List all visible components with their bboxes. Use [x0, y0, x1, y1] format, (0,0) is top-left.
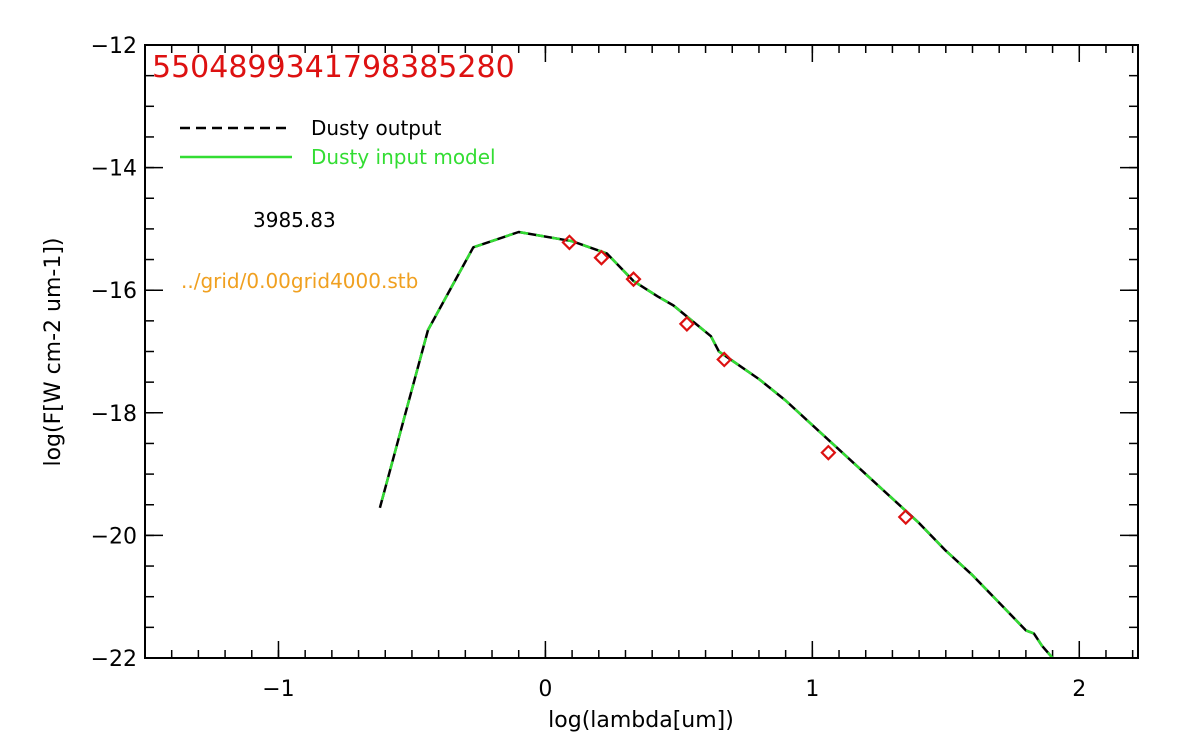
y-tick-label: −12: [91, 34, 137, 59]
y-tick-label: −14: [91, 157, 137, 182]
x-tick-label: 2: [1072, 677, 1086, 702]
series-layer: [378, 230, 1054, 659]
y-tick-label: −20: [91, 524, 137, 549]
dusty-input-model-line: [378, 230, 1054, 659]
y-tick-label: −18: [91, 402, 137, 427]
observed-point-marker: [593, 249, 610, 266]
chart-title: 5504899341798385280: [152, 50, 515, 85]
tick-labels: −1 0 1 2 −12 −14 −16 −18 −20 −22: [91, 34, 1087, 702]
y-tick-label: −16: [91, 279, 137, 304]
x-axis-label: log(lambda[um]): [548, 708, 734, 733]
temperature-annotation: 3985.83: [253, 208, 336, 232]
y-axis-label: log(F[W cm-2 um-1]): [41, 237, 66, 466]
grid-file-annotation: ../grid/0.00grid4000.stb: [181, 269, 418, 293]
legend-label-input: Dusty input model: [311, 145, 496, 169]
observed-point-marker: [820, 444, 837, 461]
x-tick-label: −1: [262, 677, 294, 702]
observed-point-marker: [561, 234, 578, 251]
observed-point-marker: [716, 351, 733, 368]
observed-point-marker: [678, 315, 695, 332]
x-tick-label: 0: [538, 677, 552, 702]
observed-point-marker: [625, 271, 642, 288]
y-tick-label: −22: [91, 647, 137, 672]
x-tick-label: 1: [805, 677, 819, 702]
legend-label-output: Dusty output: [311, 116, 442, 140]
observed-point-marker: [897, 508, 914, 526]
plot-frame: [144, 44, 1139, 659]
legend: Dusty output Dusty input model: [180, 116, 496, 169]
